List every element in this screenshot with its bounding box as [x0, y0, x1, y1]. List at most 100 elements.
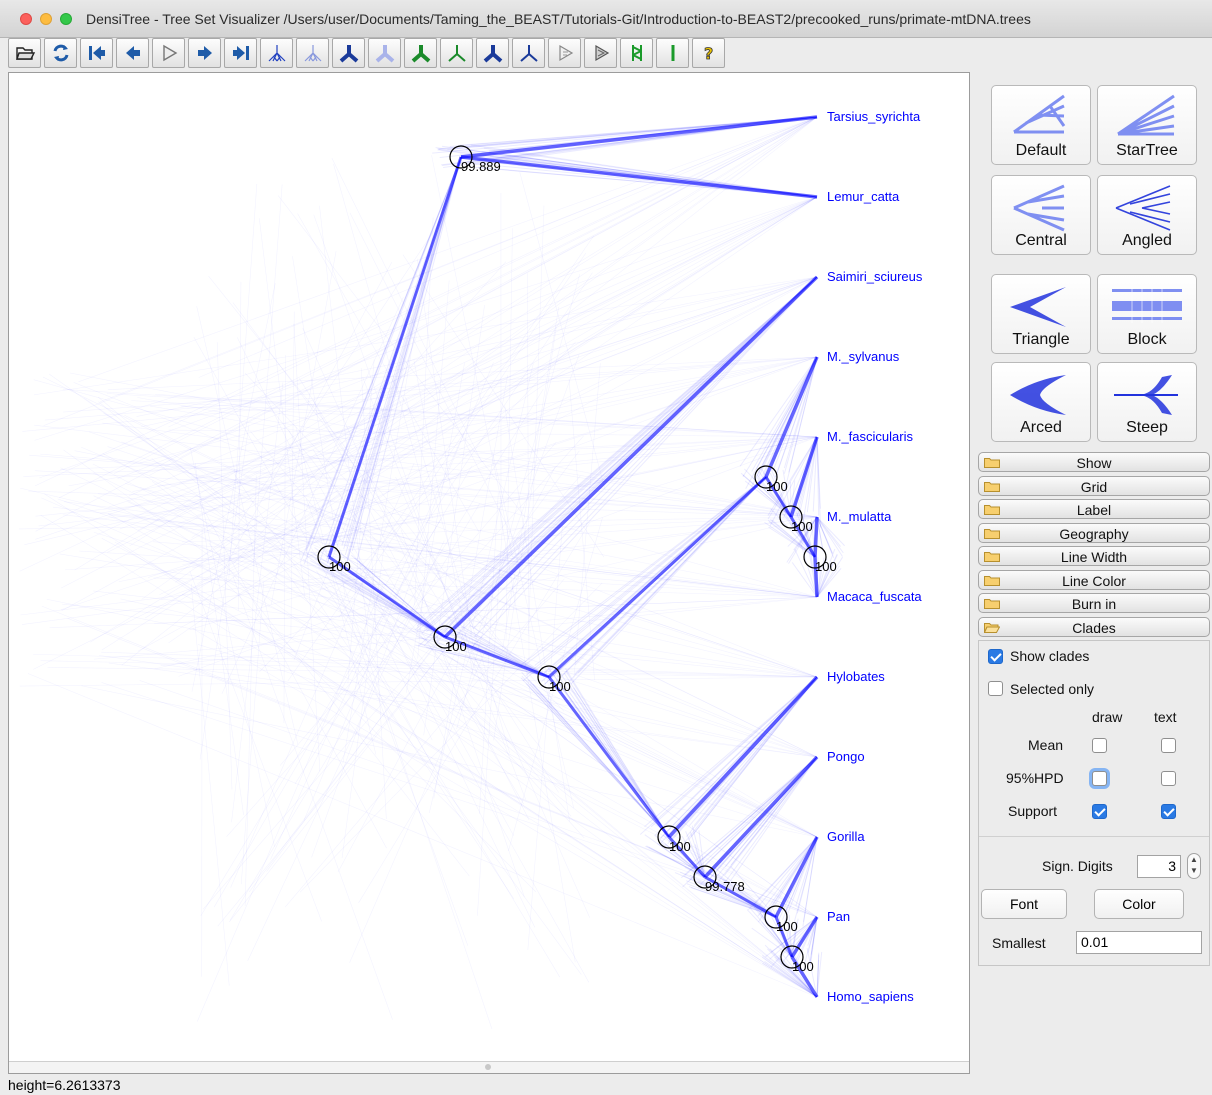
tree-sample-line [152, 518, 818, 598]
consensus-branch [704, 875, 777, 919]
layout-steep-button[interactable]: Steep [1097, 362, 1197, 442]
refresh-button[interactable] [44, 38, 77, 68]
help-button[interactable]: ? [692, 38, 725, 68]
mean-draw-checkbox[interactable] [1092, 738, 1107, 753]
layout-central-button[interactable]: Central [991, 175, 1091, 255]
sign-digits-field[interactable]: 3 [1137, 855, 1181, 878]
section-show[interactable]: Show [978, 452, 1210, 472]
tree-bold-dark-button[interactable] [332, 38, 365, 68]
hpd-text-checkbox[interactable] [1161, 771, 1176, 786]
tree-sample-line [62, 603, 818, 678]
tree-sample-line [63, 356, 818, 413]
previous-tree-button[interactable] [116, 38, 149, 68]
horizontal-scrollbar[interactable] [9, 1061, 969, 1073]
tree-sample-line [199, 501, 387, 849]
taxon-label: Lemur_catta [827, 189, 900, 204]
section-geography[interactable]: Geography [978, 523, 1210, 543]
hpd-draw-checkbox[interactable] [1092, 771, 1107, 786]
tree-sample-line [527, 527, 563, 951]
tree-bold-light-button[interactable] [368, 38, 401, 68]
default-layout-icon [1013, 94, 1066, 134]
layout-angled-button[interactable]: Angled [1097, 175, 1197, 255]
tree-sample-line [816, 516, 841, 547]
minimize-window-button[interactable] [40, 13, 52, 25]
layout-default-button[interactable]: Default [991, 85, 1091, 165]
support-text-checkbox[interactable] [1161, 804, 1176, 819]
section-line-color[interactable]: Line Color [978, 570, 1210, 590]
tree-dark-button[interactable] [260, 38, 293, 68]
support-draw-checkbox[interactable] [1092, 804, 1107, 819]
geo-lines-button[interactable] [620, 38, 653, 68]
single-line-button[interactable] [656, 38, 689, 68]
folder-icon [984, 482, 1000, 492]
tree-green-thin-button[interactable] [440, 38, 473, 68]
section-burn-in[interactable]: Burn in [978, 593, 1210, 613]
tree-sample-line [101, 538, 818, 918]
tree-sample-line [140, 276, 818, 428]
tree-sample-line [690, 846, 706, 878]
tree-sample-line [120, 598, 818, 758]
tree-blue-thin-button[interactable] [512, 38, 545, 68]
consensus-branch [790, 956, 819, 998]
tree-light-button[interactable] [296, 38, 329, 68]
close-window-button[interactable] [20, 13, 32, 25]
open-file-button[interactable] [8, 38, 41, 68]
tree-sample-line [806, 436, 818, 513]
selected-only-checkbox[interactable] [988, 681, 1003, 696]
tree-green-bold-button[interactable] [404, 38, 437, 68]
zoom-window-button[interactable] [60, 13, 72, 25]
animate-gray-button[interactable] [548, 38, 581, 68]
mean-text-checkbox[interactable] [1161, 738, 1176, 753]
tree-sample-line [713, 866, 777, 918]
section-line-width[interactable]: Line Width [978, 546, 1210, 566]
tree-sample-line [34, 196, 818, 441]
tree-sample-line [271, 251, 337, 605]
scroll-handle[interactable] [485, 1064, 491, 1070]
tree-sample-line [525, 476, 767, 677]
consensus-branch [764, 476, 793, 518]
tree-sample-line [816, 553, 838, 598]
layout-block-button[interactable]: Block [1097, 274, 1197, 354]
tree-sample-line [789, 481, 792, 518]
animate-dark-button[interactable] [584, 38, 617, 68]
clade-circle [537, 665, 561, 689]
tree-sample-line [292, 256, 346, 598]
tree-sample-line [99, 116, 818, 403]
layout-arced-button[interactable]: Arced [991, 362, 1091, 442]
layout-startree-button[interactable]: StarTree [1097, 85, 1197, 165]
show-clades-checkbox[interactable] [988, 649, 1003, 664]
tree-sample-line [38, 436, 818, 527]
tree-sample-line [41, 497, 818, 838]
tree-sample-line [816, 516, 843, 557]
section-label[interactable]: Label [978, 499, 1210, 519]
tree-sample-line [151, 480, 818, 998]
font-button[interactable]: Font [981, 889, 1067, 919]
next-tree-button[interactable] [188, 38, 221, 68]
section-grid[interactable]: Grid [978, 476, 1210, 496]
first-tree-button[interactable] [80, 38, 113, 68]
tree-sample-line [416, 636, 550, 678]
layout-triangle-button[interactable]: Triangle [991, 274, 1091, 354]
tree-sample-line [200, 518, 442, 917]
tree-sample-line [118, 436, 818, 583]
tree-sample-line [809, 916, 818, 963]
tree-blue-bold-button[interactable] [476, 38, 509, 68]
tree-sample-line [800, 544, 818, 598]
section-clades[interactable]: Clades [978, 617, 1210, 637]
tree-canvas[interactable]: 99.889 100 100 100 100 100 100 100 99.778 100 100 … [8, 72, 970, 1074]
tree-sample-line [229, 570, 507, 923]
sign-digits-stepper[interactable]: ▲ ▼ [1187, 853, 1201, 879]
consensus-branch [764, 356, 819, 478]
tree-sample-line [24, 356, 818, 546]
tree-sample-line [303, 362, 494, 821]
color-button[interactable]: Color [1094, 889, 1184, 919]
taxon-label: Hylobates [827, 669, 885, 684]
tree-sample-line [816, 954, 820, 998]
tree-sample-line [131, 400, 818, 438]
tree-sample-line [168, 196, 818, 644]
tree-sample-line [520, 677, 670, 838]
last-tree-button[interactable] [224, 38, 257, 68]
smallest-field[interactable]: 0.01 [1076, 931, 1202, 954]
folder-icon [984, 505, 1000, 515]
play-button[interactable] [152, 38, 185, 68]
